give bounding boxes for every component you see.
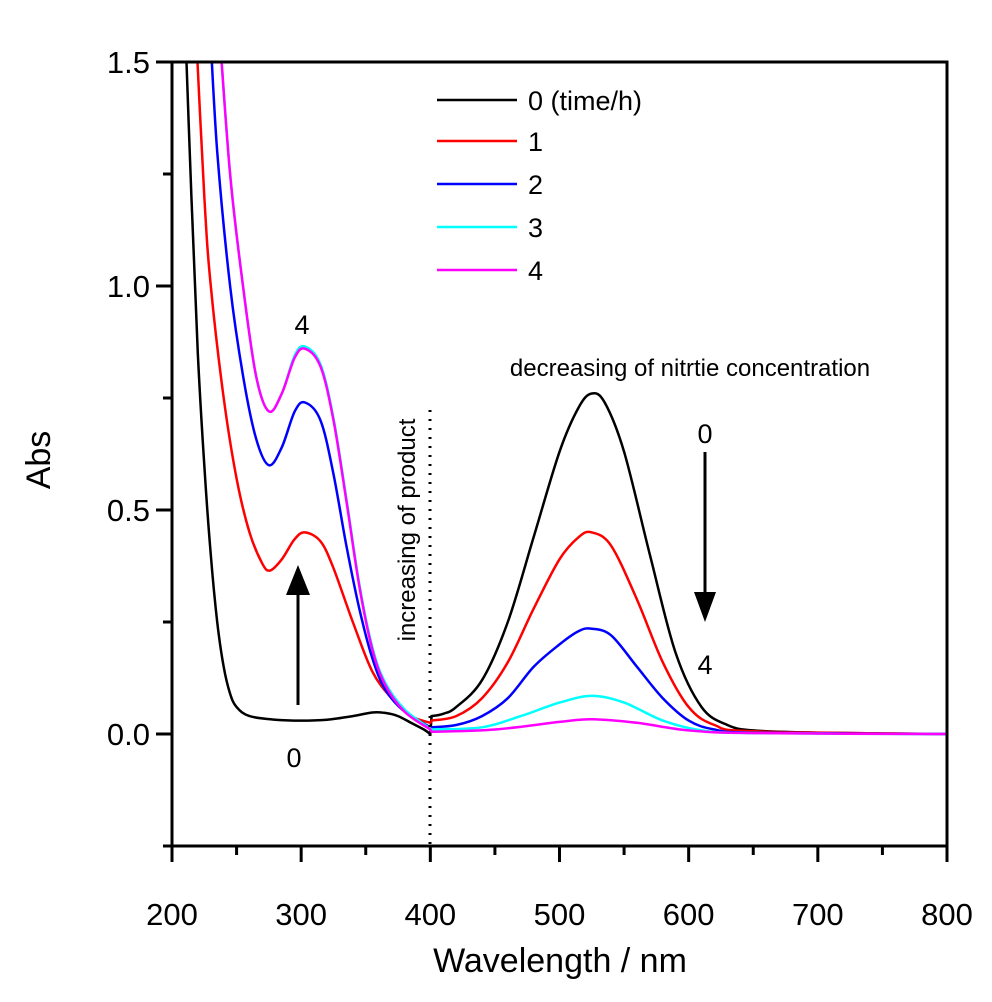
annotation-decreasing-nitrite: decreasing of nitrtie concentration <box>510 355 870 382</box>
arrow-down-icon <box>694 452 716 622</box>
legend-label: 1 <box>528 127 543 157</box>
legend-item: 1 <box>437 127 543 157</box>
annotation-increasing-product: increasing of product <box>394 418 421 641</box>
x-tick-label: 500 <box>534 897 586 932</box>
series-layer <box>185 62 947 737</box>
legend-label: 3 <box>528 213 543 243</box>
y-tick-label: 1.5 <box>107 45 150 80</box>
series-line-0 <box>185 62 947 737</box>
x-axis-label: Wavelength / nm <box>433 942 687 980</box>
x-tick-label: 200 <box>146 897 198 932</box>
y-tick-label: 0.5 <box>107 493 150 528</box>
x-tick-label: 700 <box>792 897 844 932</box>
x-tick-label: 800 <box>921 897 973 932</box>
legend-label: 0 (time/h) <box>528 86 642 116</box>
legend-label: 4 <box>528 256 543 286</box>
legend: 0 (time/h) 1 2 3 4 <box>437 86 642 286</box>
legend-item: 0 (time/h) <box>437 86 642 116</box>
x-tick-label: 300 <box>275 897 327 932</box>
annotation-left-4: 4 <box>294 310 309 340</box>
arrow-up-icon <box>286 565 310 705</box>
x-tick-label: 400 <box>404 897 456 932</box>
annotation-right-4: 4 <box>697 650 712 680</box>
y-axis-label: Abs <box>20 431 58 490</box>
annotation-left-0: 0 <box>286 743 301 773</box>
y-tick-label: 0.0 <box>107 717 150 752</box>
y-tick-label: 1.0 <box>107 269 150 304</box>
annotation-right-0: 0 <box>697 419 712 449</box>
x-tick-label: 600 <box>663 897 715 932</box>
legend-item: 4 <box>437 256 543 286</box>
legend-item: 2 <box>437 170 543 200</box>
series-line-4 <box>220 62 947 736</box>
legend-label: 2 <box>528 170 543 200</box>
legend-item: 3 <box>437 213 543 243</box>
